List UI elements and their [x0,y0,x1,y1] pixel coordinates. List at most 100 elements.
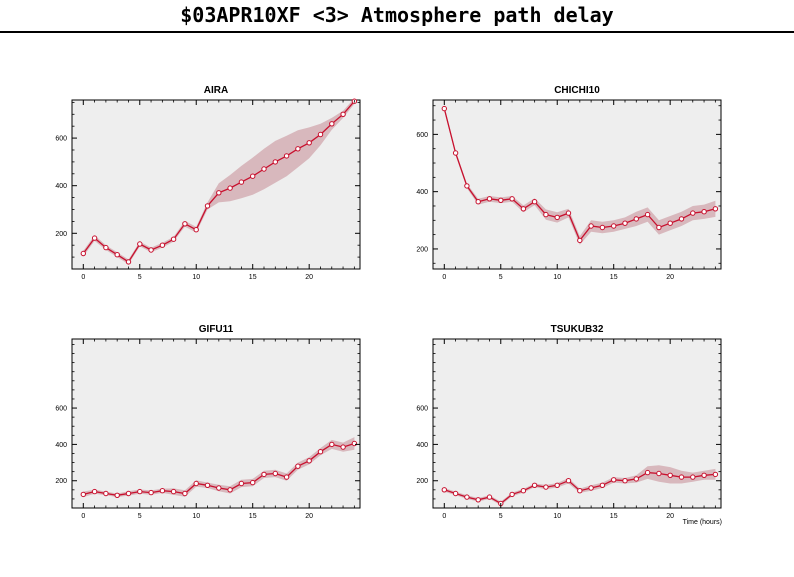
chart-panel: CHICHI10 0 5 10 15 20 200 400 600 [416,85,722,281]
data-point [329,441,335,448]
data-point [622,478,628,484]
data-point [667,220,673,226]
data-point [159,488,166,494]
chart-panel: GIFU11 0 5 10 15 20 200 400 600 [55,324,361,520]
x-axis-label: Time (hours) [683,519,722,526]
y-tick-label: 200 [416,246,428,253]
data-point [611,223,617,229]
x-tick-label: 0 [81,513,85,520]
data-point [182,490,188,497]
data-point [475,497,481,503]
data-point [114,252,120,258]
data-point [588,223,594,229]
data-point [80,250,87,257]
data-point [216,485,222,491]
x-tick-label: 15 [610,513,618,520]
x-tick-label: 20 [305,274,313,281]
page-title: $03APR10XF <3> Atmosphere path delay [180,3,614,27]
data-point [622,220,628,226]
data-point [543,484,549,490]
data-point [283,474,290,480]
data-point [712,206,719,212]
data-point [701,472,707,478]
data-point [599,482,606,488]
data-point [452,490,459,497]
title-divider [0,31,794,33]
data-point [340,444,346,450]
x-tick-label: 5 [138,513,142,520]
x-tick-label: 0 [442,274,446,281]
chart-title: AIRA [204,85,228,96]
data-point [148,489,154,496]
data-point [656,470,662,477]
y-tick-label: 200 [416,478,428,485]
data-point [283,153,290,159]
x-tick-label: 15 [249,513,257,520]
data-point [295,463,301,469]
data-point [137,241,143,247]
data-point [577,488,583,494]
data-point [329,121,335,127]
data-point [91,235,98,241]
chart-title: CHICHI10 [554,85,600,96]
data-point [272,159,278,165]
data-point [159,242,166,248]
uncertainty-band [83,98,355,265]
data-point [452,150,459,156]
x-tick-label: 15 [249,274,257,281]
data-point [633,216,639,222]
x-tick-label: 0 [81,274,85,281]
y-tick-label: 400 [416,442,428,449]
data-point [520,206,527,212]
data-point [531,482,538,488]
x-tick-label: 20 [666,274,674,281]
data-point [317,449,324,455]
data-point [238,179,245,185]
data-point [114,492,120,498]
x-tick-label: 5 [499,513,503,520]
data-point [509,491,515,498]
data-point [272,470,278,477]
data-point [633,476,639,482]
data-point [216,190,222,196]
data-point [351,440,358,447]
x-tick-label: 5 [138,274,142,281]
data-point [509,196,515,202]
data-point [193,227,199,233]
data-point [565,478,572,484]
data-point [644,469,651,476]
y-tick-label: 600 [416,132,428,139]
chart-title: GIFU11 [199,324,234,335]
data-point [306,458,312,464]
data-point [588,485,594,491]
data-point [543,211,549,218]
y-tick-label: 600 [55,406,67,413]
data-point [103,244,109,251]
data-point [441,105,447,112]
data-point [170,236,177,242]
data-point [599,224,606,231]
data-point [475,199,481,205]
data-point [148,247,154,253]
data-point [498,197,504,204]
data-point [227,185,233,191]
data-point [125,259,132,265]
data-point [464,183,470,189]
data-point [520,488,527,494]
x-tick-label: 5 [499,274,503,281]
x-tick-label: 10 [553,274,561,281]
data-point [712,471,719,478]
x-tick-label: 10 [192,274,200,281]
data-point [667,472,673,478]
x-tick-label: 20 [666,513,674,520]
data-point [261,471,267,478]
chart-panel: AIRA 0 5 10 15 20 200 400 600 [55,85,361,281]
data-point [170,488,177,495]
x-tick-label: 15 [610,274,618,281]
data-point [554,214,560,221]
data-point [317,131,324,138]
chart-title: TSUKUB32 [551,324,604,335]
plot-area [71,338,361,509]
data-point [103,490,109,497]
